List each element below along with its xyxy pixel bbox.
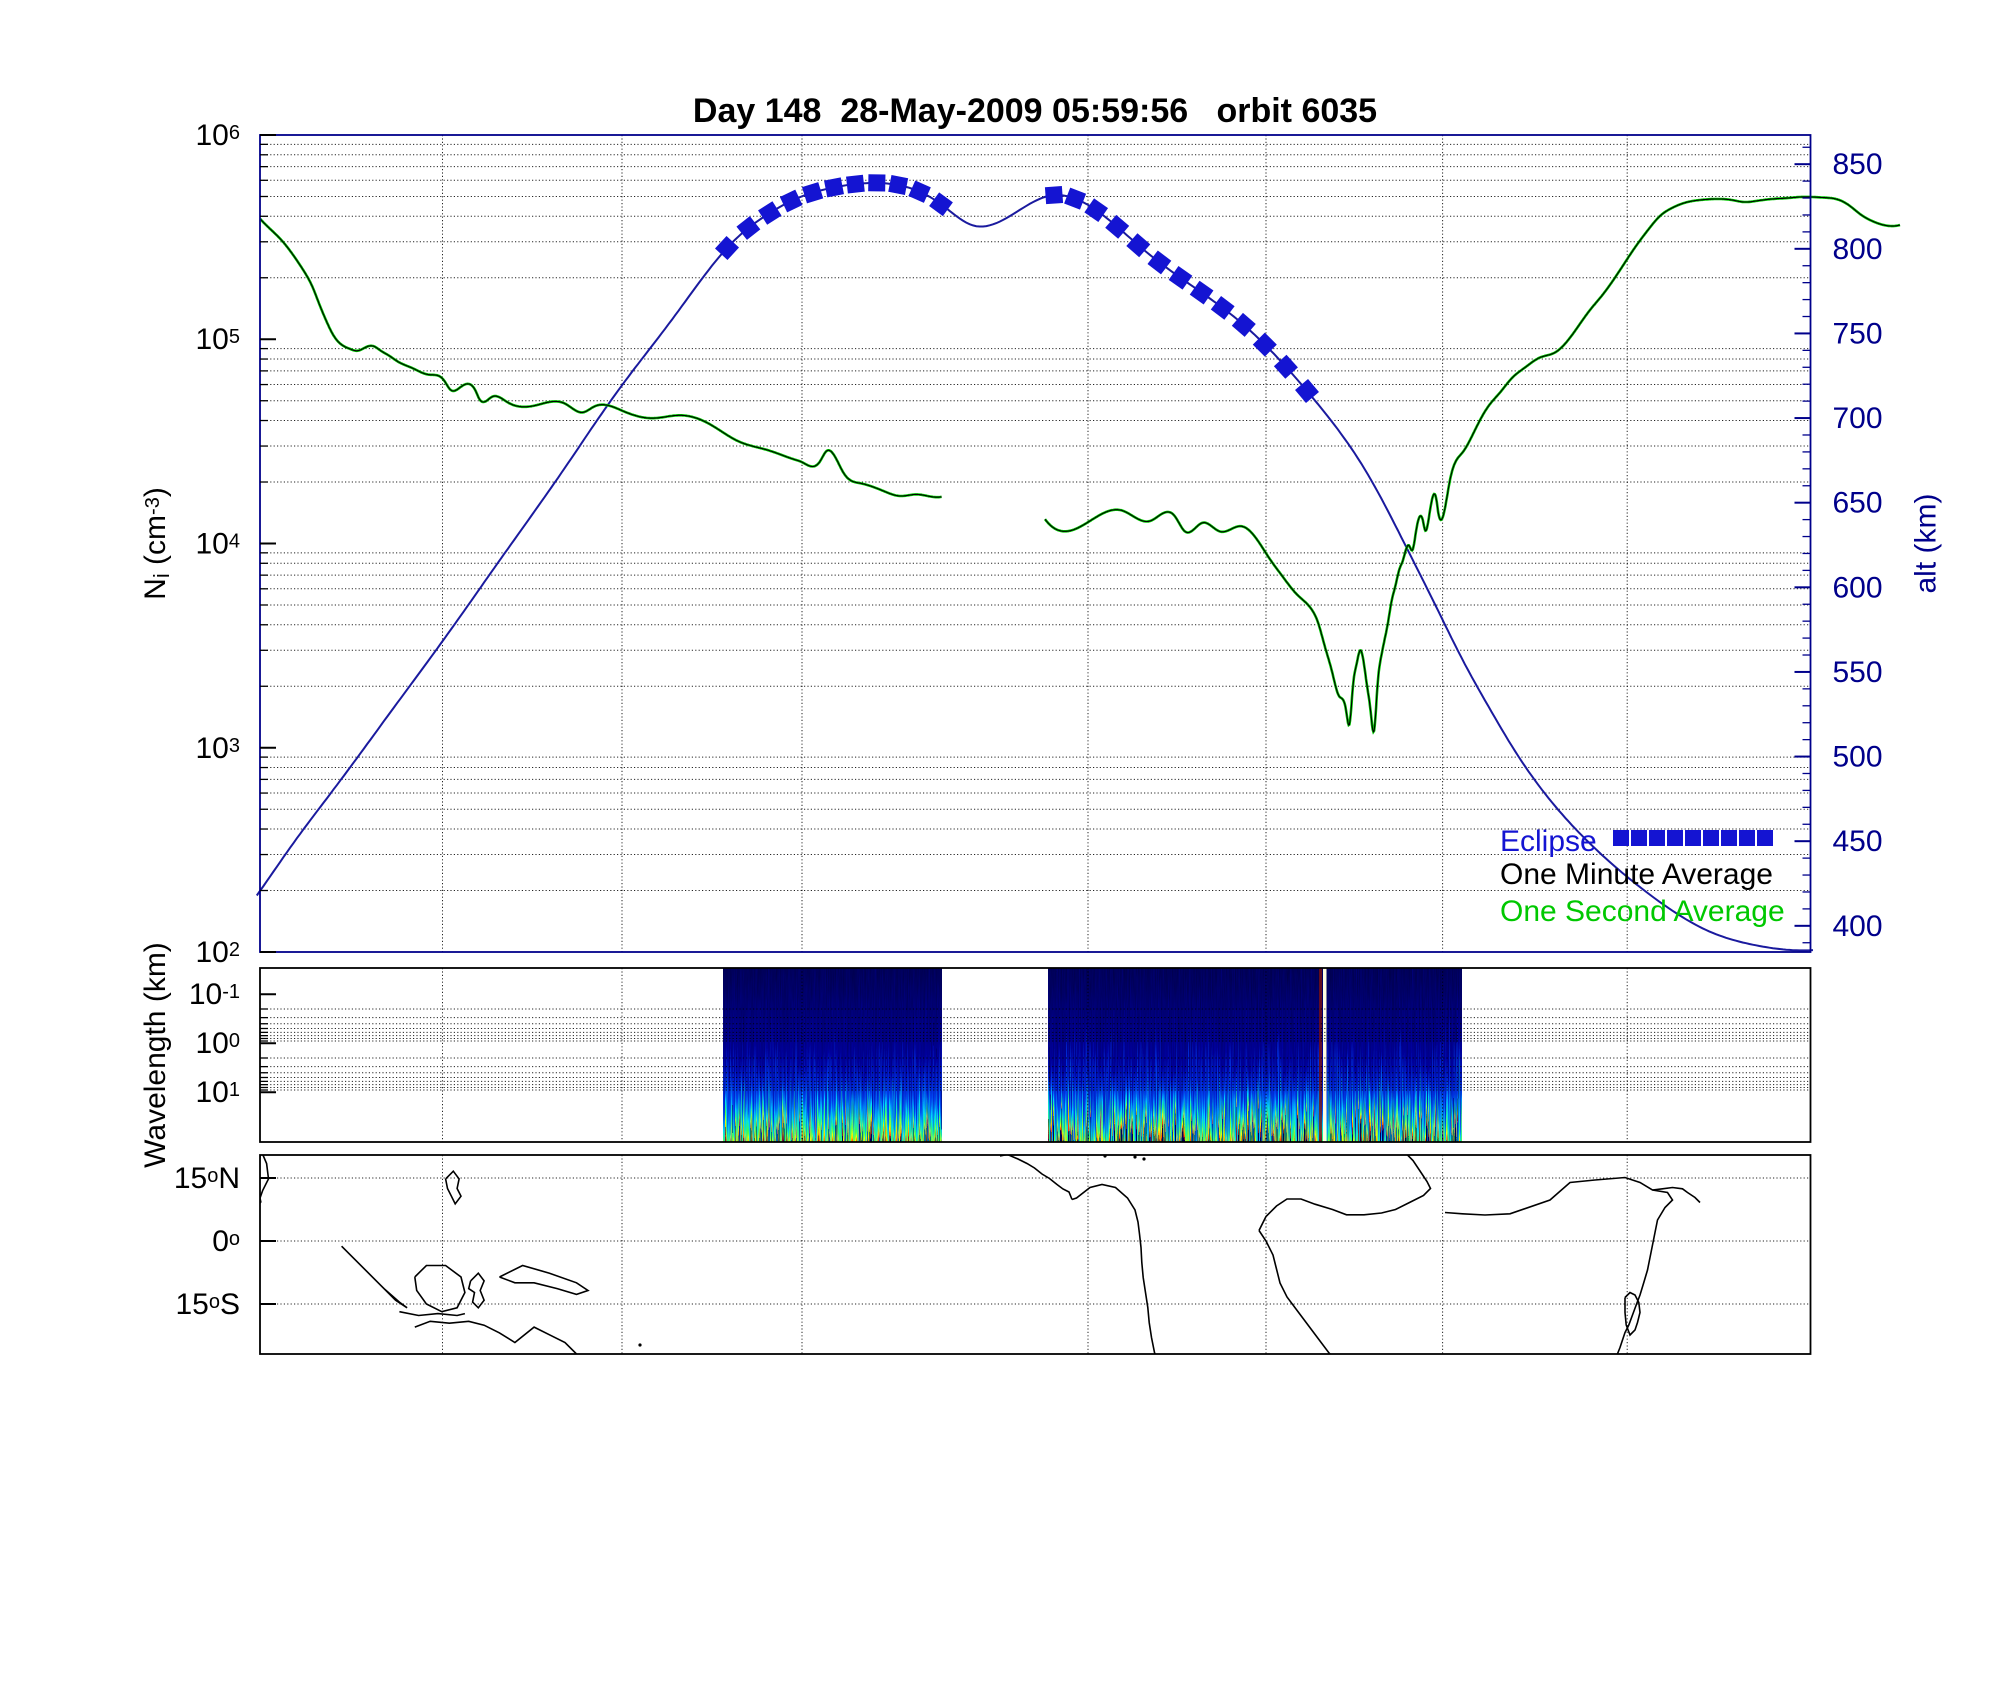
svg-text:800: 800	[1833, 233, 1883, 266]
svg-text:650: 650	[1833, 487, 1883, 520]
svg-text:850: 850	[1833, 148, 1883, 181]
svg-text:Eclipse: Eclipse	[1500, 825, 1597, 858]
svg-text:15oS: 15oS	[175, 1288, 240, 1321]
svg-text:Wavelength (km): Wavelength (km)	[139, 942, 172, 1168]
svg-text:550: 550	[1833, 656, 1883, 689]
svg-text:750: 750	[1833, 317, 1883, 350]
svg-text:700: 700	[1833, 402, 1883, 435]
svg-text:500: 500	[1833, 741, 1883, 774]
svg-text:400: 400	[1833, 910, 1883, 943]
svg-text:One Second Average: One Second Average	[1500, 895, 1785, 928]
svg-text:One Minute Average: One Minute Average	[1500, 858, 1773, 891]
svg-text:15oN: 15oN	[174, 1162, 240, 1195]
svg-text:600: 600	[1833, 571, 1883, 604]
svg-text:Day 148 28-May-2009 05:59:56: Day 148 28-May-2009 05:59:56 orbit 6035	[693, 92, 1377, 130]
svg-text:alt (km): alt (km)	[1910, 494, 1943, 594]
svg-text:450: 450	[1833, 825, 1883, 858]
